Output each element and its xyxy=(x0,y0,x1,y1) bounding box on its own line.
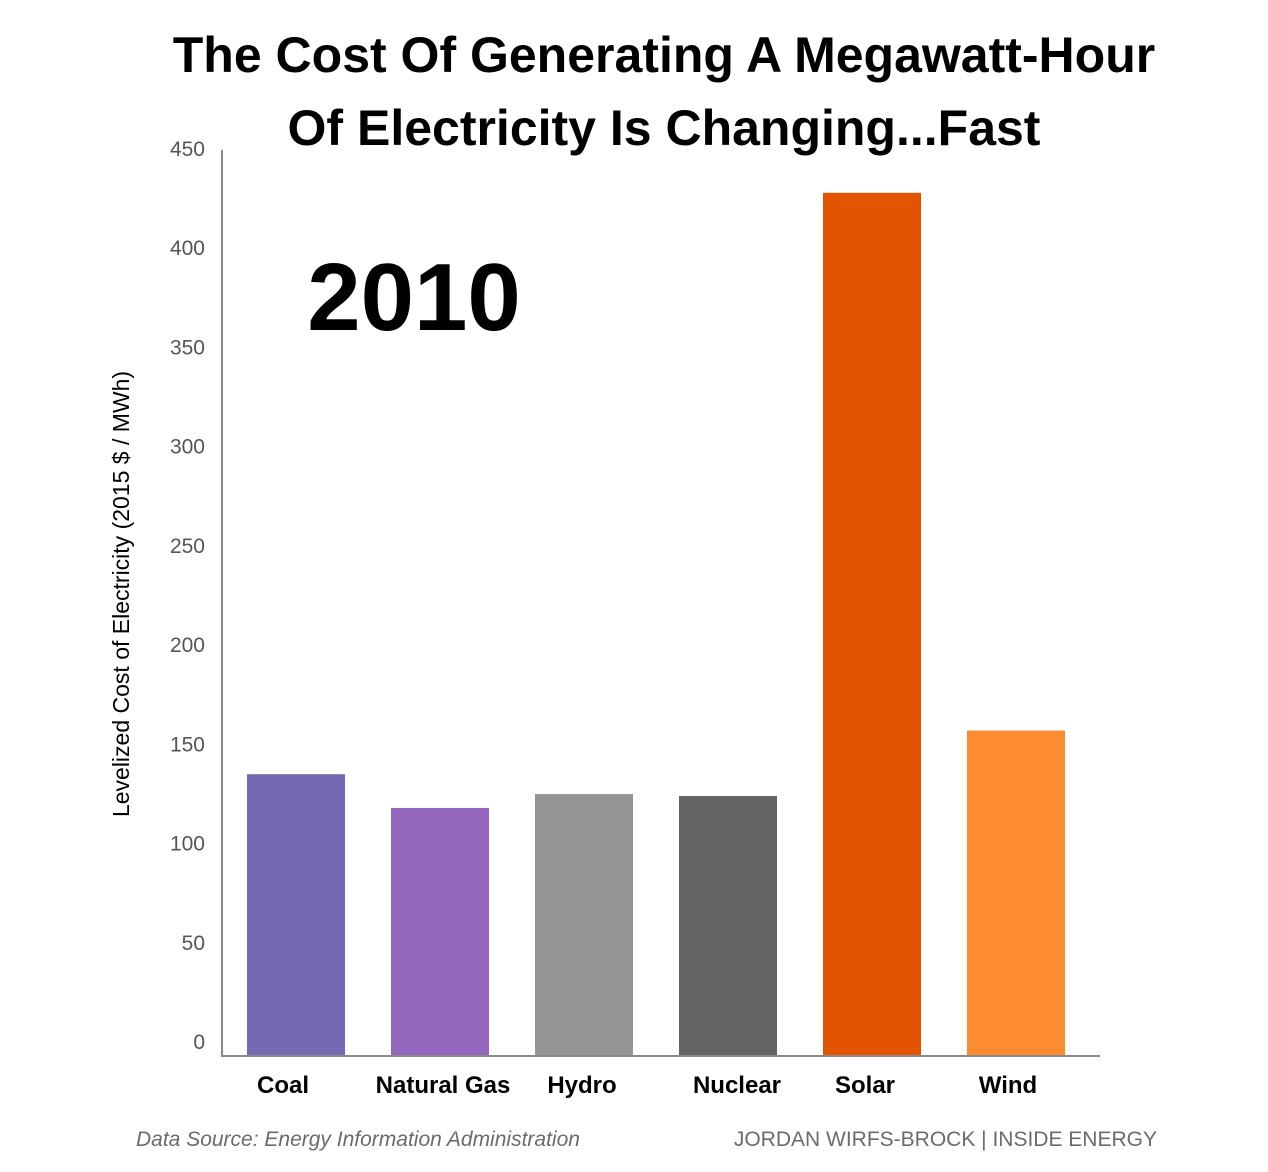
bars xyxy=(247,192,1065,1056)
y-tick-label: 400 xyxy=(170,237,205,260)
x-tick-labels: Coal Natural Gas Hydro Nuclear Solar Wind xyxy=(257,1072,1037,1099)
y-tick-label: 200 xyxy=(170,634,205,657)
y-tick-label: 0 xyxy=(193,1031,205,1054)
x-tick-label: Nuclear xyxy=(693,1072,781,1099)
x-tick-label: Wind xyxy=(979,1072,1037,1099)
bar-natural-gas xyxy=(391,807,489,1056)
chart-title-line-1: The Cost Of Generating A Megawatt-Hour xyxy=(173,27,1155,83)
y-axis-label: Levelized Cost of Electricity (2015 $ / … xyxy=(108,371,134,817)
y-tick-label: 100 xyxy=(170,833,205,856)
x-tick-label: Coal xyxy=(257,1072,309,1099)
chart-title-line-2: Of Electricity Is Changing...Fast xyxy=(288,100,1041,156)
bar-wind xyxy=(967,730,1065,1056)
y-tick-label: 450 xyxy=(170,138,205,161)
y-tick-label: 250 xyxy=(170,535,205,558)
y-tick-labels: 0 50 100 150 200 250 300 350 400 450 xyxy=(170,138,205,1054)
x-tick-label: Solar xyxy=(835,1072,895,1099)
y-tick-label: 350 xyxy=(170,336,205,359)
bar-solar xyxy=(823,192,921,1056)
bar-coal xyxy=(247,774,345,1056)
y-tick-label: 150 xyxy=(170,733,205,756)
data-source-note: Data Source: Energy Information Administ… xyxy=(136,1128,580,1151)
x-tick-label: Hydro xyxy=(547,1072,616,1099)
year-annotation: 2010 xyxy=(307,244,521,351)
bar-hydro xyxy=(535,794,633,1056)
x-tick-label: Natural Gas xyxy=(376,1072,511,1099)
y-tick-label: 50 xyxy=(182,932,205,955)
y-tick-label: 300 xyxy=(170,436,205,459)
bar-nuclear xyxy=(679,796,777,1056)
author-credit: JORDAN WIRFS-BROCK | INSIDE ENERGY xyxy=(734,1128,1157,1151)
